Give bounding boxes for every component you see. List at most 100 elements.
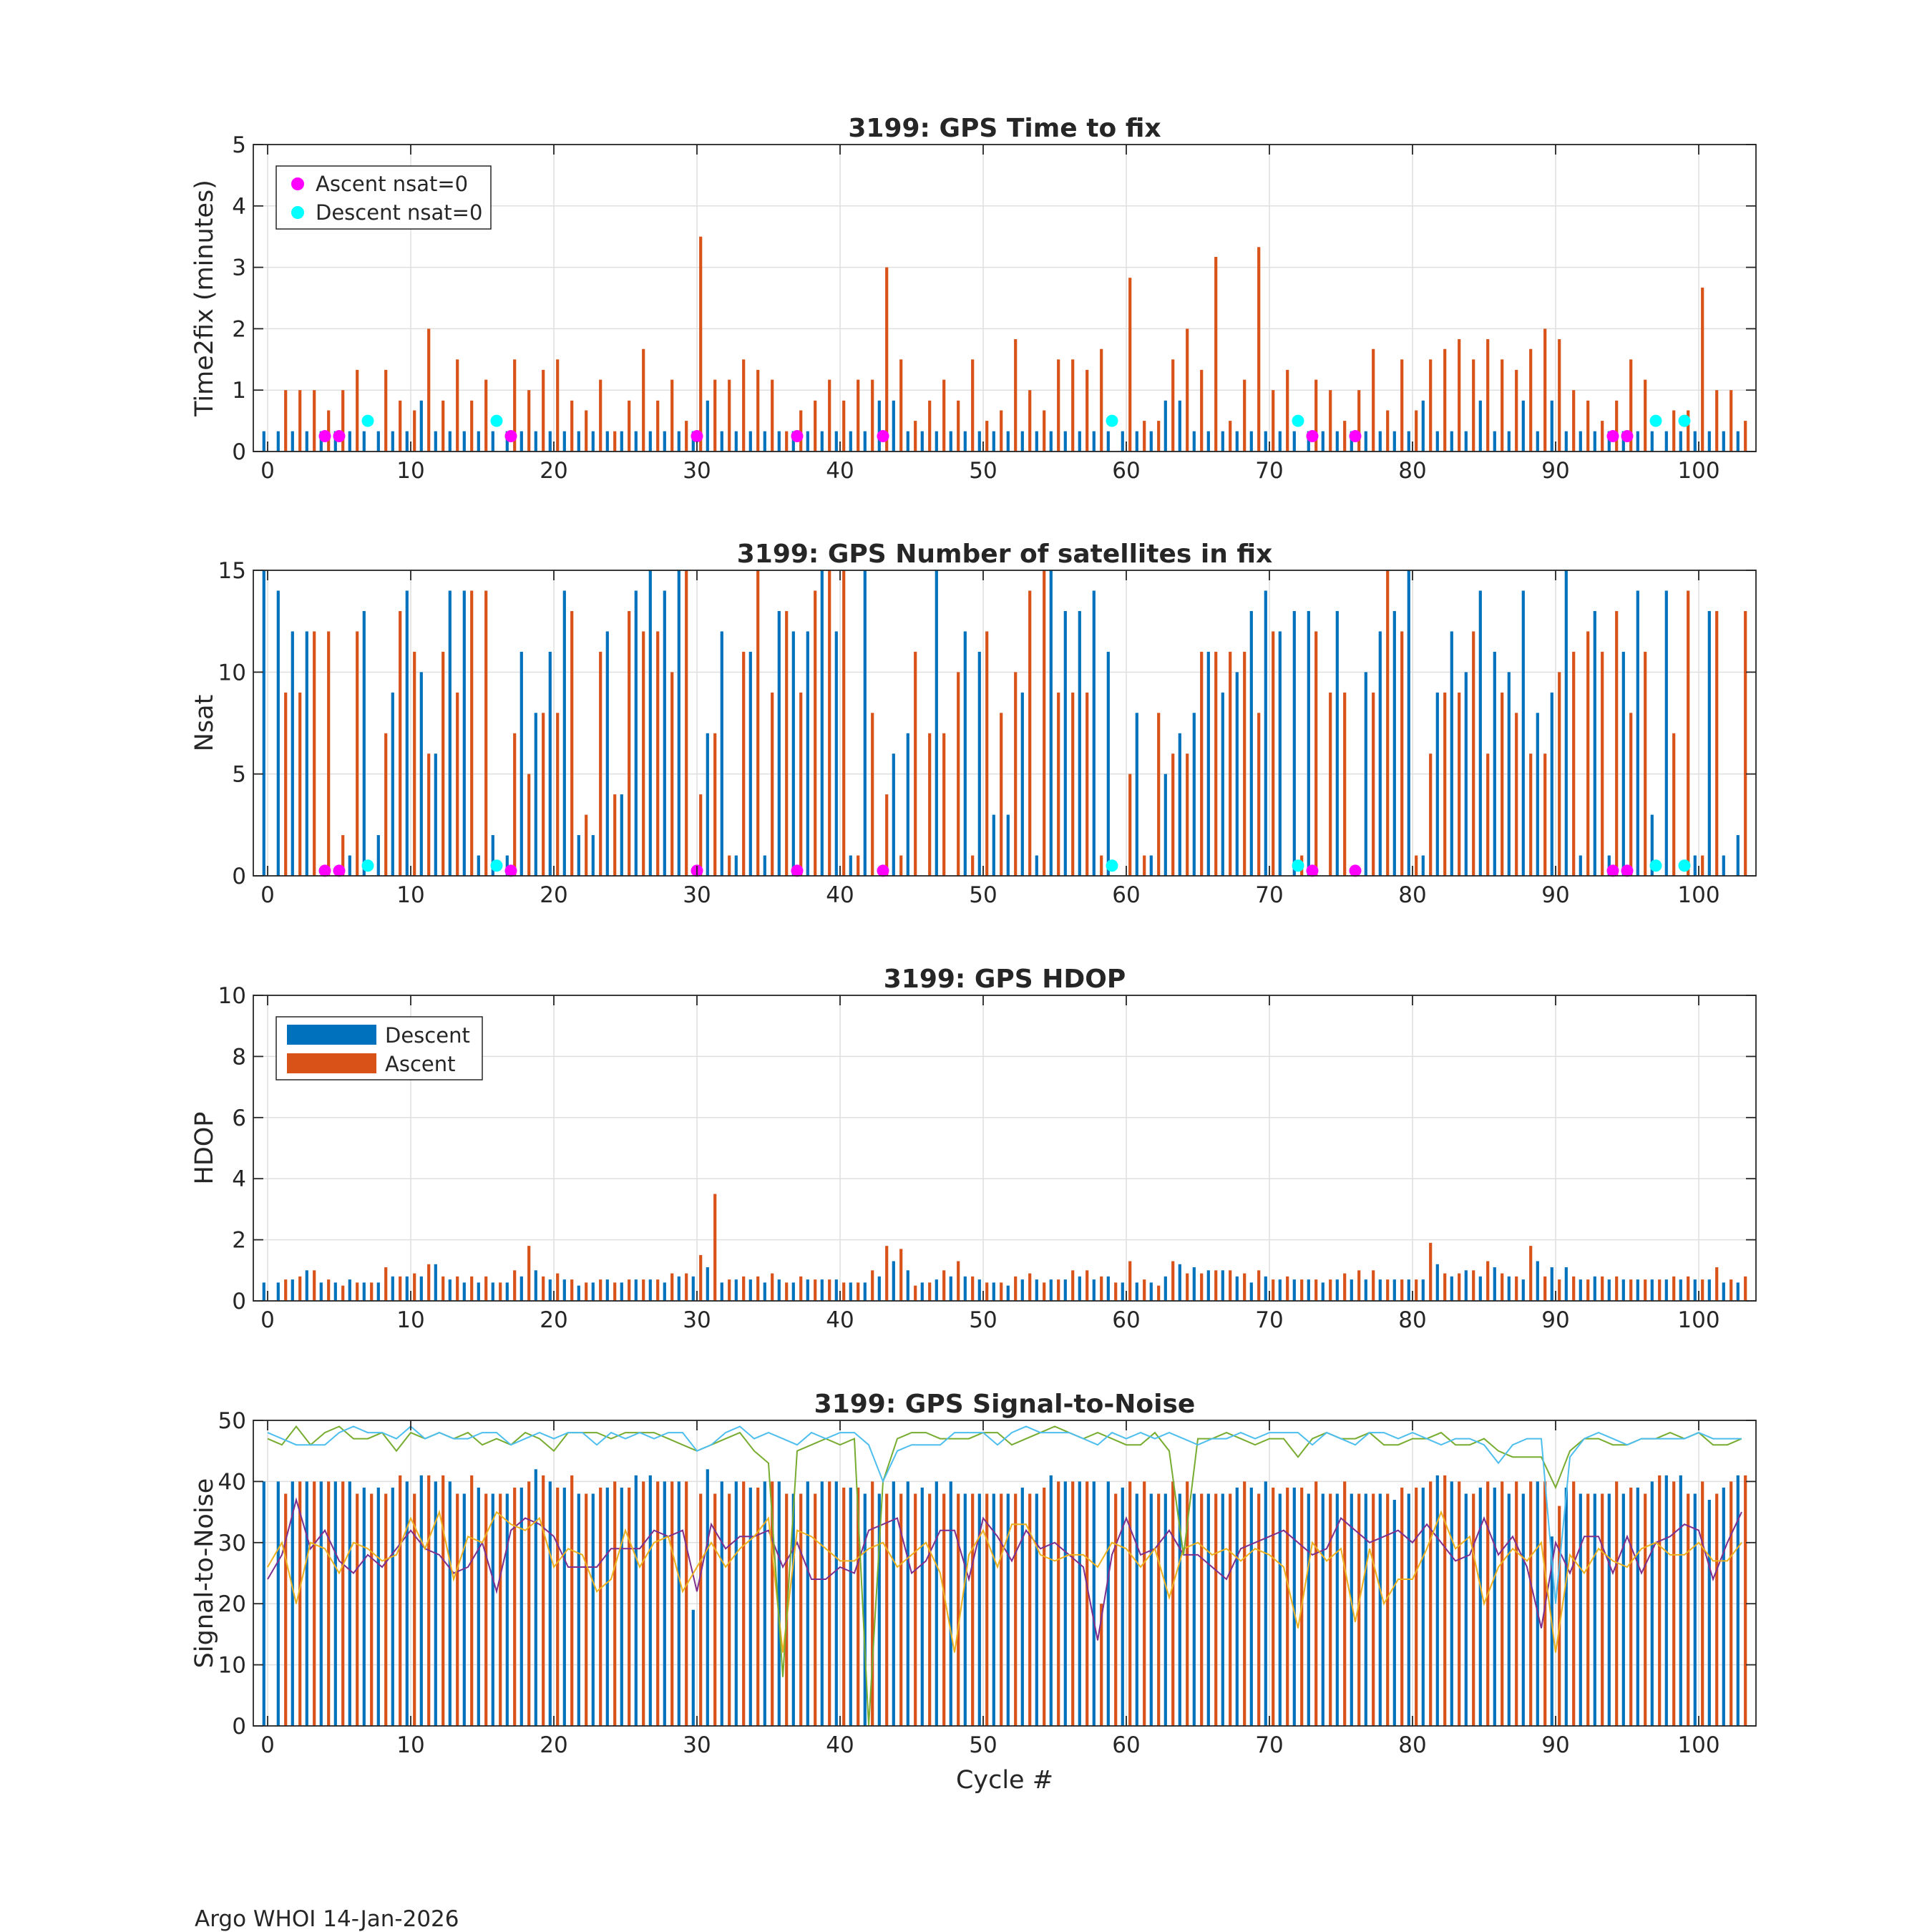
ascent-bar-71 (1286, 1487, 1289, 1726)
ascent-bar-91 (1572, 1276, 1576, 1301)
ascent-bar-28 (670, 1481, 674, 1726)
descent-bar-84 (1464, 672, 1468, 876)
descent-bar-65 (1192, 1267, 1196, 1301)
descent-bar-3 (305, 1270, 308, 1301)
ascent-bar-41 (857, 379, 860, 452)
descent-bar-66 (1206, 651, 1210, 876)
descent-bar-80 (1407, 570, 1410, 876)
ascent-bar-52 (1014, 338, 1018, 452)
ascent-bar-58 (1100, 348, 1103, 452)
descent-bar-72 (1292, 431, 1296, 452)
descent-bar-6 (348, 431, 351, 452)
chart-title: 3199: GPS Time to fix (848, 114, 1161, 143)
descent-bar-103 (1736, 835, 1740, 876)
x-tick-label: 40 (826, 458, 854, 484)
descent-bar-79 (1392, 1279, 1396, 1301)
ascent-bar-41 (857, 855, 860, 876)
descent-bar-61 (1135, 431, 1138, 452)
ascent-bar-28 (670, 1273, 674, 1301)
descent-bar-33 (734, 431, 738, 452)
y-tick-label: 0 (232, 1289, 246, 1314)
ascent-nsat0-marker-73 (1306, 430, 1319, 443)
descent-bar-65 (1192, 1493, 1196, 1726)
ascent-bar-44 (899, 1249, 903, 1301)
snr-line-2 (267, 1509, 1742, 1653)
ascent-bar-21 (570, 400, 574, 452)
ascent-bar-6 (356, 631, 359, 876)
ascent-bar-10 (413, 1493, 416, 1726)
descent-bar-10 (405, 431, 409, 452)
x-tick-label: 30 (683, 458, 711, 484)
descent-bar-28 (663, 590, 666, 876)
descent-bar-43 (877, 1493, 881, 1726)
ascent-bar-87 (1515, 1276, 1518, 1301)
descent-bar-101 (1707, 610, 1711, 876)
descent-bar-68 (1235, 1276, 1239, 1301)
y-axis-label: HDOP (190, 1112, 219, 1185)
descent-bar-4 (319, 431, 323, 452)
ascent-bar-60 (1128, 1261, 1132, 1301)
bars (262, 570, 1747, 876)
descent-bar-103 (1736, 431, 1740, 452)
ascent-bar-32 (728, 379, 731, 452)
descent-bar-18 (519, 431, 523, 452)
descent-bar-61 (1135, 1493, 1138, 1726)
descent-bar-1 (276, 590, 280, 876)
descent-bar-51 (992, 814, 995, 876)
descent-bar-25 (620, 431, 623, 452)
descent-bar-34 (748, 431, 752, 452)
ascent-bar-10 (413, 651, 416, 876)
descent-bar-2 (291, 431, 294, 452)
descent-bar-93 (1593, 1276, 1596, 1301)
ascent-bar-53 (1028, 390, 1032, 452)
descent-bar-38 (806, 1279, 809, 1301)
descent-bar-48 (949, 1481, 952, 1726)
descent-bar-40 (834, 1279, 838, 1301)
descent-bar-102 (1722, 431, 1725, 452)
descent-bar-7 (362, 431, 366, 452)
ascent-nsat0-marker-94 (1606, 864, 1619, 877)
ascent-bar-85 (1486, 1481, 1490, 1726)
ascent-bar-80 (1415, 410, 1418, 452)
x-tick-label: 90 (1541, 1732, 1569, 1758)
descent-bar-27 (648, 1475, 652, 1726)
descent-bar-78 (1378, 1279, 1382, 1301)
ascent-bar-25 (628, 400, 631, 452)
x-tick-label: 20 (540, 1307, 567, 1333)
descent-bar-3 (305, 1481, 308, 1726)
descent-bar-44 (892, 400, 895, 452)
descent-bar-15 (477, 855, 480, 876)
descent-bar-62 (1149, 431, 1153, 452)
ascent-bar-80 (1415, 1487, 1418, 1726)
ascent-bar-25 (628, 610, 631, 876)
descent-bar-69 (1249, 1487, 1253, 1726)
x-tick-label: 100 (1677, 1732, 1719, 1758)
descent-bar-94 (1607, 1493, 1611, 1726)
descent-bar-62 (1149, 1282, 1153, 1301)
ascent-bar-53 (1028, 1273, 1032, 1301)
descent-bar-97 (1650, 1279, 1654, 1301)
ascent-bar-33 (742, 1481, 746, 1726)
ascent-bar-35 (771, 379, 774, 452)
ascent-bar-57 (1085, 692, 1089, 876)
ascent-bar-97 (1658, 1279, 1662, 1301)
ascent-bar-24 (613, 794, 617, 876)
descent-bar-28 (663, 431, 666, 452)
descent-bar-1 (276, 1481, 280, 1726)
legend-label: Ascent (385, 1052, 455, 1076)
ascent-bar-17 (513, 359, 517, 452)
descent-bar-88 (1521, 590, 1525, 876)
ascent-bar-54 (1043, 570, 1046, 876)
descent-bar-58 (1092, 1481, 1096, 1726)
y-tick-label: 10 (218, 983, 246, 1009)
descent-bar-54 (1035, 1493, 1038, 1726)
ascent-bar-75 (1343, 1273, 1347, 1301)
ascent-bar-99 (1687, 1276, 1690, 1301)
descent-bar-57 (1078, 1276, 1081, 1301)
ascent-bar-81 (1429, 359, 1433, 452)
x-tick-label: 20 (540, 1732, 567, 1758)
axes-box (253, 995, 1757, 1302)
ascent-bar-11 (427, 328, 431, 452)
descent-bar-41 (849, 431, 852, 452)
ascent-bar-11 (427, 1264, 431, 1301)
